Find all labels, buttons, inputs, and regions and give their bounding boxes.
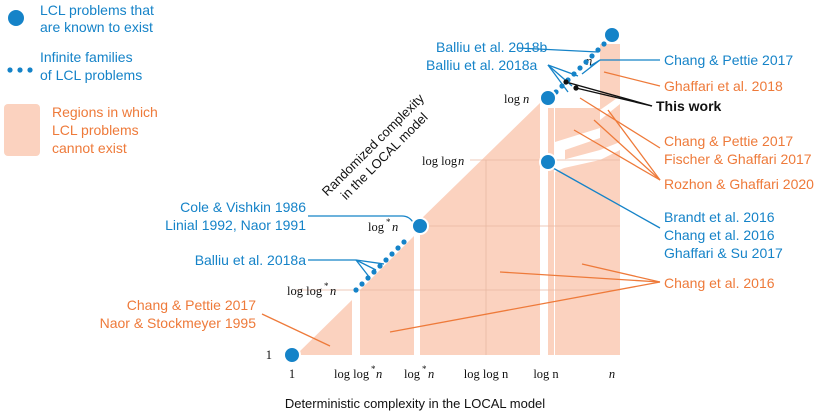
label-balliu-2018a-low: Balliu et al. 2018a	[195, 252, 307, 268]
region-middle-band	[565, 138, 600, 160]
x-axis-ticks: 1 log log * n log * n log log n log n n	[289, 364, 615, 381]
legend-regions-line1: Regions in which	[52, 104, 158, 120]
x-tick-loglogstar-c: n	[376, 367, 382, 381]
label-this-work: This work	[656, 98, 722, 114]
point-loglog	[539, 153, 557, 171]
label-chang-2016: Chang et al. 2016	[664, 275, 775, 291]
x-tick-logstar-a: log	[404, 367, 421, 381]
this-work-connectors	[565, 81, 653, 107]
legend-known-line1: LCL problems that	[40, 2, 154, 18]
orange-connectors	[261, 71, 661, 347]
x-tick-logstar-b: *	[422, 364, 427, 374]
legend-infinite-line1: Infinite families	[40, 49, 133, 65]
y-tick-loglogstar-a: log log	[287, 284, 323, 298]
infinite-family-low	[353, 239, 407, 293]
this-work-points	[563, 79, 579, 91]
region-right-column	[555, 44, 620, 172]
y-tick-1: 1	[266, 348, 272, 362]
y-tick-logstar-a: log	[368, 220, 385, 234]
legend-infinite-line2: of LCL problems	[40, 67, 142, 83]
point-n	[603, 26, 621, 44]
y-tick-logstar-b: *	[386, 217, 391, 227]
label-balliu-2018a-high: Balliu et al. 2018a	[426, 57, 538, 73]
label-ghaffari-su: Ghaffari & Su 2017	[664, 245, 783, 261]
y-axis-title: Randomized complexity in the LOCAL model	[319, 90, 431, 202]
y-tick-loglogstar-c: n	[330, 284, 336, 298]
label-fischer-ghaffari: Fischer & Ghaffari 2017	[664, 151, 812, 167]
legend: LCL problems that are known to exist Inf…	[4, 2, 158, 156]
y-tick-loglogstar-b: *	[324, 281, 329, 291]
y-tick-logstar-c: n	[392, 220, 398, 234]
y-tick-loglog-a: log log	[422, 154, 458, 168]
label-chang-pettie-top: Chang & Pettie 2017	[664, 52, 793, 68]
legend-regions-line3: cannot exist	[52, 140, 127, 156]
label-linial-naor: Linial 1992, Naor 1991	[165, 217, 306, 233]
label-ghaffari-2018: Ghaffari et al. 2018	[664, 78, 783, 94]
x-axis-title: Deterministic complexity in the LOCAL mo…	[285, 396, 545, 411]
label-balliu-2018b: Balliu et al. 2018b	[436, 39, 548, 55]
x-tick-logstar-c: n	[428, 367, 434, 381]
region-lower-right	[555, 172, 620, 355]
legend-regions-line2: LCL problems	[52, 122, 139, 138]
known-problems	[283, 26, 621, 364]
label-chang-pettie-low: Chang & Pettie 2017	[127, 297, 256, 313]
legend-region-swatch	[4, 104, 40, 156]
y-tick-loglog-b: n	[458, 154, 464, 168]
region-1-to-loglogstar	[296, 300, 352, 355]
orange-citations: Ghaffari et al. 2018 Chang & Pettie 2017…	[100, 78, 815, 331]
region-logstar	[360, 236, 414, 355]
label-naor-stockmeyer: Naor & Stockmeyer 1995	[100, 315, 257, 331]
blue-citations: Cole & Vishkin 1986 Linial 1992, Naor 19…	[165, 39, 793, 268]
legend-known-line2: are known to exist	[40, 19, 153, 35]
label-cole-vishkin: Cole & Vishkin 1986	[180, 199, 306, 215]
x-tick-n: n	[609, 367, 615, 381]
region-gap-strip	[548, 108, 554, 355]
legend-infinite-dots	[7, 67, 33, 73]
y-axis-ticks: 1 log log * n log * n log log n log n n	[266, 54, 593, 362]
x-tick-loglogstar-b: *	[371, 364, 376, 374]
legend-known-marker	[8, 10, 24, 26]
x-tick-loglog: log log n	[464, 367, 509, 381]
region-main	[420, 103, 540, 355]
y-tick-n: n	[586, 54, 592, 68]
x-tick-1: 1	[289, 367, 295, 381]
point-logstar	[411, 217, 429, 235]
label-chang-2016b: Chang et al. 2016	[664, 227, 775, 243]
y-axis-title-line1: Randomized complexity	[319, 90, 428, 199]
y-tick-log-a: log	[504, 92, 521, 106]
blue-connectors	[308, 47, 661, 279]
point-log	[539, 89, 557, 107]
label-brandt: Brandt et al. 2016	[664, 209, 775, 225]
point-1	[283, 346, 301, 364]
x-tick-log: log n	[533, 367, 559, 381]
x-tick-loglogstar-a: log log	[334, 367, 370, 381]
y-tick-log-b: n	[523, 92, 529, 106]
forbidden-regions	[296, 44, 620, 355]
region-upper-band	[555, 108, 600, 142]
label-chang-pettie-mid: Chang & Pettie 2017	[664, 133, 793, 149]
label-rozhon-ghaffari: Rozhon & Ghaffari 2020	[664, 176, 814, 192]
